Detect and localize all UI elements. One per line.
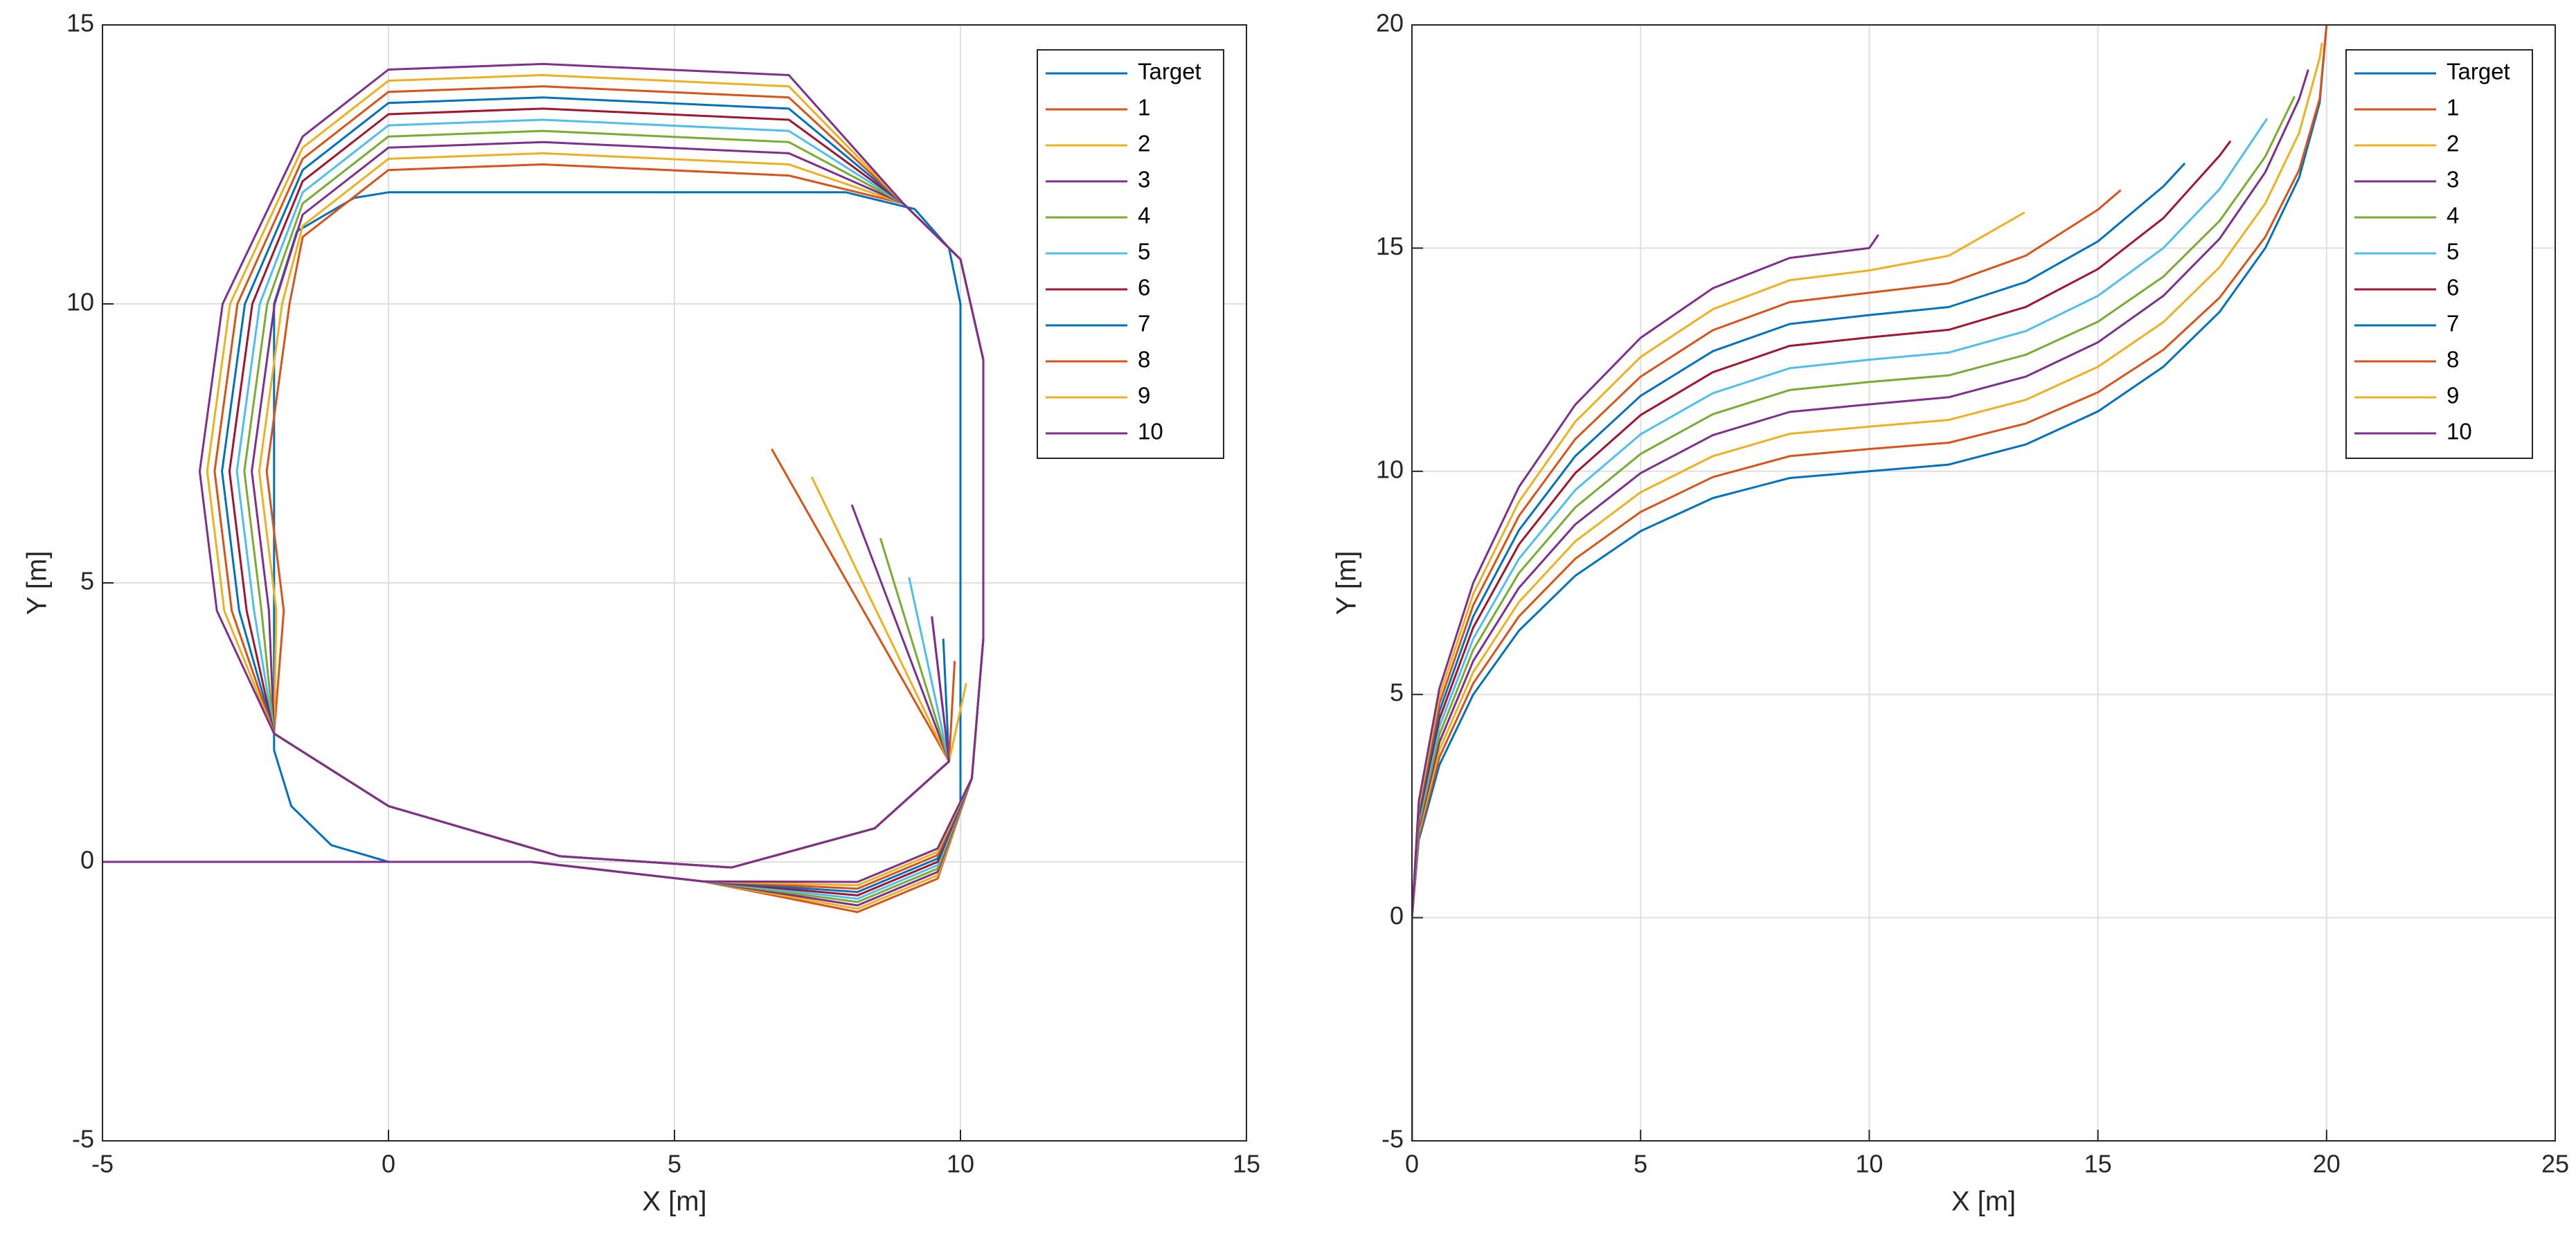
series-line: [273, 191, 962, 863]
legend: Target 1 2 3 4 5 6 7 8 9 10: [1037, 49, 1224, 459]
series-line: [1412, 25, 2328, 1141]
legend-label: Target: [1138, 59, 1201, 84]
axes: -5 0 5 10 15 -5 0 5 10 15 X [m] Y [m] Target 1 2 3 4 5 6 7 8…: [22, 9, 1260, 1217]
lines: [1412, 25, 2328, 1141]
legend-label: 3: [1138, 167, 1150, 192]
series-line: [1412, 118, 2269, 1141]
series-line: [1412, 96, 2296, 1141]
legend-label: Target: [2447, 59, 2510, 84]
y-axis-label: Y [m]: [22, 551, 53, 615]
y-tick-label: 5: [80, 567, 94, 595]
y-tick-label: 10: [66, 288, 94, 316]
legend-label: 1: [2447, 95, 2459, 120]
legend-label: 10: [1138, 419, 1163, 444]
legend: Target 1 2 3 4 5 6 7 8 9 10: [2345, 49, 2533, 459]
x-tick-label: 25: [2541, 1150, 2569, 1178]
legend-label: 8: [1138, 347, 1150, 372]
x-tick-label: 15: [2084, 1150, 2112, 1178]
x-tick-label: 15: [1233, 1150, 1260, 1178]
legend-label: 2: [1138, 131, 1150, 156]
x-axis-label: X [m]: [1951, 1187, 2016, 1217]
series-line: [1412, 140, 2232, 1141]
lines: [102, 62, 985, 913]
y-tick-label: 0: [1390, 901, 1404, 930]
legend-label: 5: [2447, 239, 2459, 264]
y-tick-label: -5: [72, 1125, 94, 1153]
legend-label: 4: [1138, 203, 1150, 228]
legend-label: 6: [2447, 275, 2459, 300]
y-tick-label: 20: [1376, 9, 1404, 37]
x-tick-label: 20: [2313, 1150, 2341, 1178]
legend-label: 3: [2447, 167, 2459, 192]
legend-label: 6: [1138, 275, 1150, 300]
y-tick-label: -5: [1381, 1125, 1404, 1153]
legend-label: 5: [1138, 239, 1150, 264]
x-tick-label: 10: [947, 1150, 974, 1178]
legend-label: 9: [1138, 383, 1150, 408]
legend-label: 1: [1138, 95, 1150, 120]
y-tick-label: 15: [66, 9, 94, 37]
series-line: [102, 62, 985, 883]
axes-box: [1411, 24, 2556, 1142]
x-tick-label: -5: [91, 1150, 114, 1178]
series-line: [1412, 162, 2186, 1141]
y-tick-label: 10: [1376, 455, 1404, 483]
axes-box: [102, 24, 1247, 1142]
x-tick-label: 0: [382, 1150, 395, 1178]
x-tick-label: 5: [668, 1150, 681, 1178]
series-line: [1412, 234, 1879, 1141]
legend-label: 8: [2447, 347, 2459, 372]
legend-label: 9: [2447, 383, 2459, 408]
legend-label: 7: [1138, 311, 1150, 336]
y-tick-label: 0: [80, 846, 94, 874]
x-axis-label: X [m]: [642, 1187, 706, 1217]
legend-box: [1037, 49, 1224, 459]
legend-label: 2: [2447, 131, 2459, 156]
series-line: [1412, 69, 2309, 1141]
y-tick-label: 5: [1390, 678, 1404, 707]
y-tick-label: 15: [1376, 232, 1404, 260]
x-tick-label: 0: [1405, 1150, 1419, 1178]
x-tick-label: 5: [1634, 1150, 1647, 1178]
series-line: [1412, 25, 2328, 918]
legend-label: 10: [2447, 419, 2472, 444]
series-line: [1412, 42, 2323, 1141]
x-tick-label: 10: [1855, 1150, 1883, 1178]
legend-label: 4: [2447, 203, 2459, 228]
y-axis-label: Y [m]: [1332, 551, 1362, 615]
legend-label: 7: [2447, 311, 2459, 336]
